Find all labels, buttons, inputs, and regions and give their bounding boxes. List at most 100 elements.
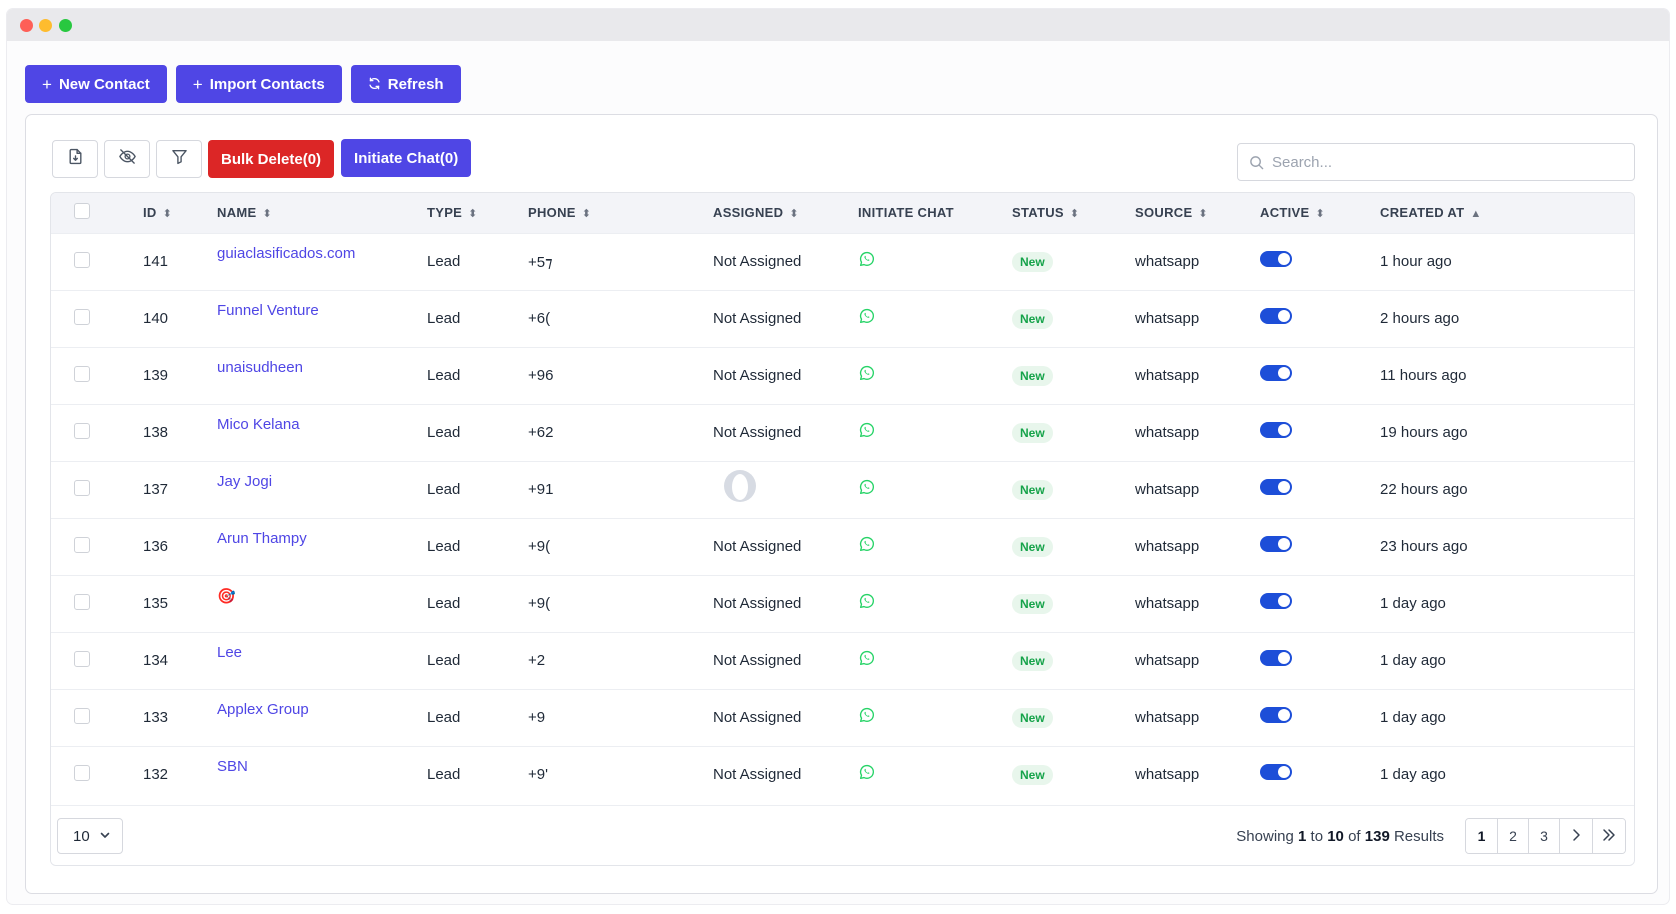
whatsapp-icon[interactable] — [858, 592, 876, 610]
contact-name-link[interactable]: guiaclasificados.com — [217, 244, 356, 262]
import-contacts-button[interactable]: + Import Contacts — [175, 65, 342, 103]
sort-icon: ⬍ — [1315, 208, 1326, 221]
type-header-label: TYPE — [427, 205, 463, 221]
results-total: 139 — [1364, 828, 1390, 845]
phone-column-header[interactable]: PHONE ⬍ — [528, 193, 713, 233]
row-select-cell — [51, 290, 143, 347]
to-word: to — [1310, 828, 1324, 845]
row-select-cell — [51, 404, 143, 461]
page-2-button[interactable]: 2 — [1497, 819, 1528, 853]
status-badge: New — [1012, 536, 1053, 557]
contact-type: Lead — [427, 481, 461, 498]
initiate-chat-cell — [858, 632, 1012, 689]
whatsapp-icon[interactable] — [858, 706, 876, 724]
contact-name-link[interactable]: Arun Thampy — [217, 529, 307, 547]
whatsapp-icon[interactable] — [858, 421, 876, 439]
whatsapp-icon[interactable] — [858, 535, 876, 553]
toggle-columns-button[interactable] — [104, 140, 150, 178]
page-3-button[interactable]: 3 — [1528, 819, 1559, 853]
bulk-delete-button[interactable]: Bulk Delete(0) — [208, 140, 335, 178]
per-page-select[interactable]: 10 — [57, 818, 123, 854]
initiate-chat-button[interactable]: Initiate Chat(0) — [341, 139, 472, 177]
contact-name-link[interactable]: Lee — [217, 643, 243, 661]
contact-name-cell: Arun Thampy — [217, 518, 427, 575]
row-select-cell — [51, 575, 143, 632]
contact-id: 132 — [143, 766, 169, 784]
active-toggle[interactable] — [1260, 764, 1292, 781]
source-column-header[interactable]: SOURCE ⬍ — [1135, 193, 1260, 233]
maximize-window-button[interactable] — [59, 19, 72, 32]
contact-name-link[interactable]: Jay Jogi — [217, 472, 273, 490]
status-column-header[interactable]: STATUS ⬍ — [1012, 193, 1135, 233]
row-checkbox[interactable] — [74, 650, 90, 667]
refresh-button[interactable]: Refresh — [350, 65, 461, 103]
contact-phone: +9' — [528, 766, 548, 784]
contact-name-link[interactable]: unaisudheen — [217, 358, 303, 376]
table-row: 141 guiaclasificados.com Lead +5⁊ Not Assign… — [51, 233, 1634, 290]
row-checkbox[interactable] — [74, 593, 90, 610]
filter-button[interactable] — [156, 140, 202, 178]
active-toggle[interactable] — [1260, 365, 1292, 382]
id-column-header[interactable]: ID ⬍ — [143, 193, 217, 233]
whatsapp-icon[interactable] — [858, 763, 876, 781]
active-toggle[interactable] — [1260, 593, 1292, 610]
row-checkbox[interactable] — [74, 536, 90, 553]
active-toggle[interactable] — [1260, 536, 1292, 553]
active-toggle[interactable] — [1260, 308, 1292, 325]
whatsapp-icon[interactable] — [858, 478, 876, 496]
assigned-text: Not Assigned — [713, 253, 802, 270]
status-cell: New — [1012, 746, 1135, 803]
table-row: 139 unaisudheen Lead +96 Not Assigned New what… — [51, 347, 1634, 404]
next-page-button[interactable] — [1559, 819, 1592, 853]
row-select-cell — [51, 461, 143, 518]
created-at-column-header[interactable]: CREATED AT ▲ — [1380, 193, 1634, 233]
close-window-button[interactable] — [20, 19, 33, 32]
contact-name-link[interactable]: SBN — [217, 757, 248, 775]
contact-name-link[interactable]: Mico Kelana — [217, 415, 300, 433]
assigned-column-header[interactable]: ASSIGNED ⬍ — [713, 193, 858, 233]
name-column-header[interactable]: NAME ⬍ — [217, 193, 427, 233]
active-cell — [1260, 575, 1380, 632]
contact-name-link[interactable]: Applex Group — [217, 700, 309, 718]
status-cell: New — [1012, 347, 1135, 404]
active-toggle[interactable] — [1260, 422, 1292, 439]
row-checkbox[interactable] — [74, 251, 90, 268]
created-at: 19 hours ago — [1380, 424, 1468, 441]
contact-name-cell: guiaclasificados.com — [217, 233, 427, 290]
select-all-checkbox[interactable] — [74, 203, 90, 220]
row-checkbox[interactable] — [74, 365, 90, 382]
row-checkbox[interactable] — [74, 308, 90, 325]
active-cell — [1260, 347, 1380, 404]
active-toggle[interactable] — [1260, 707, 1292, 724]
avatar[interactable] — [723, 469, 757, 503]
contact-name-link[interactable]: 🎯 — [217, 587, 236, 605]
row-checkbox[interactable] — [74, 764, 90, 781]
sort-icon: ⬍ — [1069, 208, 1080, 221]
whatsapp-icon[interactable] — [858, 307, 876, 325]
active-toggle[interactable] — [1260, 650, 1292, 667]
row-checkbox[interactable] — [74, 707, 90, 724]
row-checkbox[interactable] — [74, 479, 90, 496]
type-column-header[interactable]: TYPE ⬍ — [427, 193, 528, 233]
table-header-row: ID ⬍ NAME ⬍ TYPE ⬍ PHONE ⬍ ASSIGNED ⬍ INITIAT… — [51, 193, 1634, 233]
assigned-text: Not Assigned — [713, 766, 802, 784]
whatsapp-icon[interactable] — [858, 250, 876, 268]
active-toggle[interactable] — [1260, 251, 1292, 268]
active-column-header[interactable]: ACTIVE ⬍ — [1260, 193, 1380, 233]
status-header-label: STATUS — [1012, 205, 1064, 221]
active-toggle[interactable] — [1260, 479, 1292, 496]
export-button[interactable] — [52, 140, 98, 178]
minimize-window-button[interactable] — [39, 19, 52, 32]
contact-type: Lead — [427, 709, 461, 726]
page-1-button[interactable]: 1 — [1466, 819, 1497, 853]
contact-phone: +62 — [528, 424, 554, 441]
search-input[interactable] — [1272, 153, 1612, 171]
created-at: 11 hours ago — [1380, 367, 1467, 384]
created-at: 1 hour ago — [1380, 253, 1452, 270]
whatsapp-icon[interactable] — [858, 364, 876, 382]
new-contact-button[interactable]: + New Contact — [25, 65, 167, 103]
whatsapp-icon[interactable] — [858, 649, 876, 667]
row-checkbox[interactable] — [74, 422, 90, 439]
last-page-button[interactable] — [1592, 819, 1625, 853]
contact-name-link[interactable]: Funnel Venture — [217, 301, 319, 319]
